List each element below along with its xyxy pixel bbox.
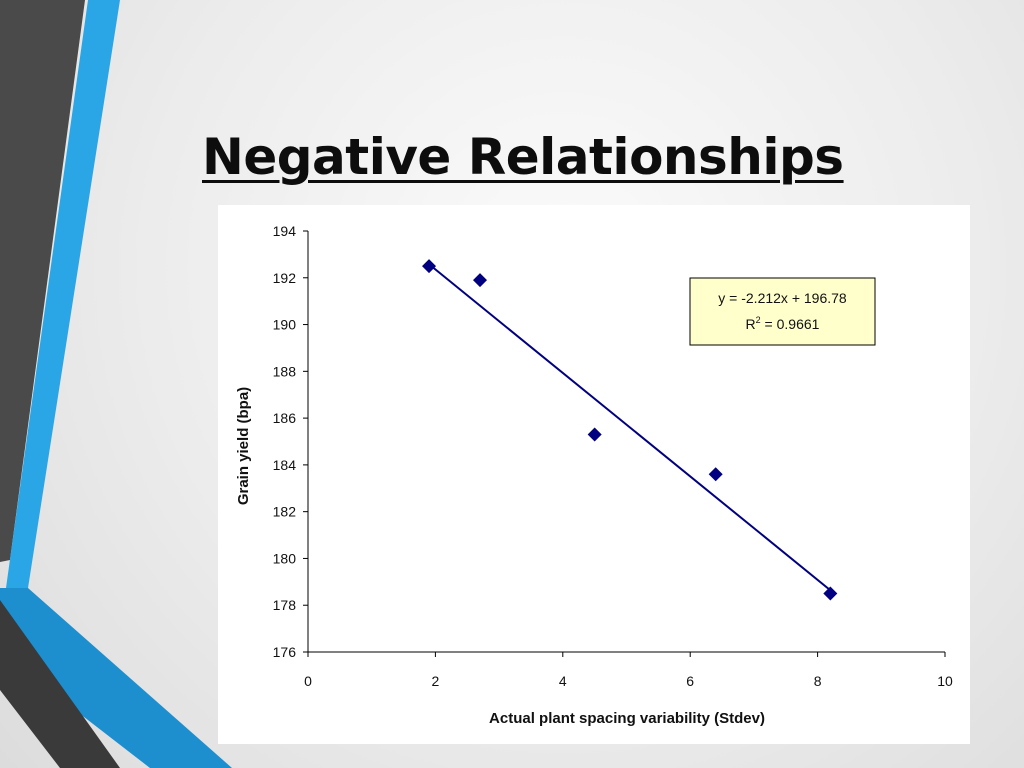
y-tick-label: 192 xyxy=(273,270,297,286)
slide-title: Negative Relationships xyxy=(202,128,844,186)
y-tick-label: 188 xyxy=(273,363,297,379)
x-tick-label: 2 xyxy=(432,673,440,689)
data-point xyxy=(422,259,437,274)
x-tick-label: 0 xyxy=(304,673,312,689)
data-point xyxy=(472,273,487,288)
x-axis-title: Actual plant spacing variability (Stdev) xyxy=(489,710,765,727)
equation-box-frame xyxy=(689,277,876,346)
y-tick-label: 186 xyxy=(273,410,297,426)
x-tick-label: 8 xyxy=(814,673,822,689)
data-points xyxy=(422,259,838,601)
x-tick-label: 4 xyxy=(559,673,567,689)
blue-stripe-left xyxy=(6,0,120,588)
data-point xyxy=(708,467,723,482)
scatter-chart: 176 178 180 182 184 186 188 190 192 194 0 2 4 6 8 10 y… xyxy=(235,223,953,727)
y-tick-label: 176 xyxy=(273,644,297,660)
trendline xyxy=(428,263,831,591)
equation-box: y = -2.212x + 196.78 R2 = 0.9661 xyxy=(689,277,876,346)
y-tick-label: 190 xyxy=(273,317,297,333)
y-tick-label: 194 xyxy=(273,223,297,239)
blue-stripe-bottom xyxy=(0,588,232,768)
x-axis-ticks: 0 2 4 6 8 10 xyxy=(304,652,953,689)
y-axis-title: Grain yield (bpa) xyxy=(235,387,252,505)
x-tick-label: 6 xyxy=(686,673,694,689)
y-tick-label: 182 xyxy=(273,504,297,520)
chart-panel: 176 178 180 182 184 186 188 190 192 194 0 2 4 6 8 10 y… xyxy=(218,205,970,744)
dark-stripe-bottom xyxy=(0,600,120,768)
r-squared-label: R2 = 0.9661 xyxy=(746,315,820,332)
trendline-equation: y = -2.212x + 196.78 xyxy=(718,290,847,306)
dark-stripe-left xyxy=(0,0,85,562)
y-tick-label: 184 xyxy=(273,457,297,473)
x-tick-label: 10 xyxy=(937,673,953,689)
data-point xyxy=(587,427,602,442)
y-tick-label: 178 xyxy=(273,597,297,613)
y-axis-ticks: 176 178 180 182 184 186 188 190 192 194 xyxy=(273,223,308,660)
y-tick-label: 180 xyxy=(273,550,297,566)
data-point xyxy=(823,586,838,601)
